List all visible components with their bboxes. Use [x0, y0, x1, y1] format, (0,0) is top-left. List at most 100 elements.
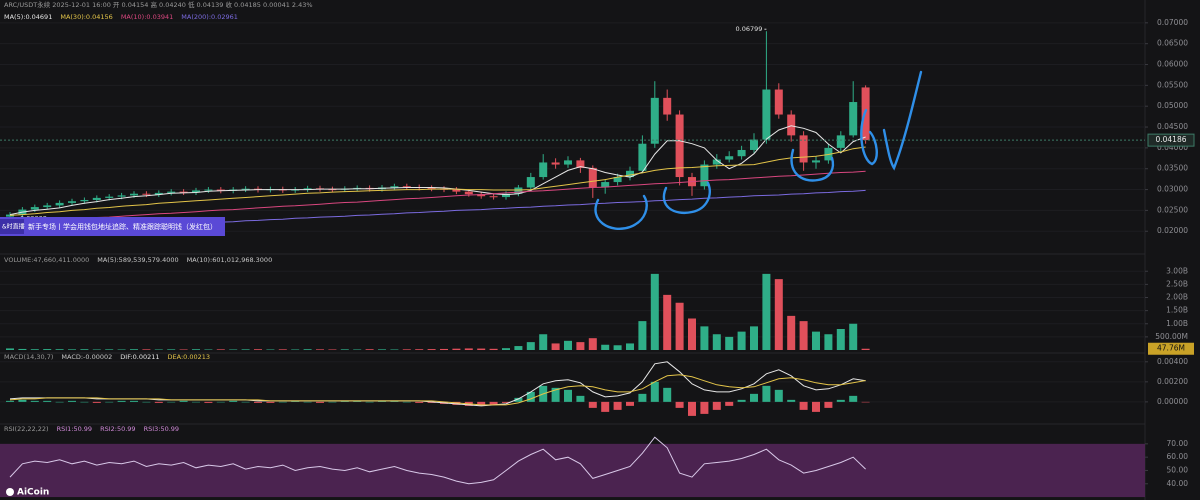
bar	[142, 349, 151, 350]
y-tick-label: 0.03000	[1157, 185, 1188, 194]
bar	[836, 399, 845, 402]
bar	[192, 349, 200, 350]
bar	[55, 401, 64, 403]
bar	[328, 401, 337, 403]
bar	[130, 349, 138, 350]
pane-title: VOLUME:47,660,411.0000	[4, 256, 89, 264]
candle-body	[216, 189, 225, 191]
bar	[799, 401, 808, 410]
bar	[502, 401, 510, 403]
bar	[30, 349, 39, 350]
banner-tag-background	[0, 219, 24, 234]
bar	[824, 401, 833, 408]
bar	[588, 401, 597, 408]
bar	[601, 401, 610, 412]
bar	[675, 302, 684, 350]
candle-body	[130, 193, 138, 196]
bar	[452, 348, 461, 350]
candle-body	[502, 193, 510, 198]
bar	[340, 349, 349, 350]
candle-body	[328, 189, 337, 191]
bar	[514, 397, 523, 402]
y-tick-label: 0.07000	[1157, 18, 1188, 27]
hand-drawn-stroke	[860, 108, 878, 166]
candle-body	[514, 187, 523, 194]
bar	[712, 334, 721, 350]
bar	[638, 393, 647, 402]
hand-drawn-circle	[662, 181, 711, 215]
candle-body	[836, 135, 845, 148]
rsi-line	[9, 436, 866, 485]
bar	[477, 348, 486, 350]
bar	[18, 399, 27, 402]
candle-body	[489, 196, 498, 198]
banner-background	[0, 217, 225, 236]
candle-body	[464, 191, 473, 195]
bar	[539, 334, 548, 350]
y-tick-label: 0.00400	[1157, 357, 1188, 366]
candle-body	[204, 189, 213, 191]
annotation-label: 0.06799	[736, 25, 763, 33]
hand-drawn-circle	[594, 194, 648, 230]
y-tick-label: 0.06000	[1157, 60, 1188, 69]
y-tick-label: 2.50B	[1166, 279, 1188, 288]
candle-body	[626, 170, 634, 178]
y-tick-label: 0.00000	[1157, 397, 1188, 406]
bar	[613, 401, 622, 410]
bar	[80, 349, 89, 350]
candle-body	[576, 160, 585, 168]
indicator-label: MACD:-0.00002	[61, 353, 112, 361]
bar	[464, 348, 473, 350]
y-tick-label: 40.00	[1167, 479, 1189, 488]
promo-banner[interactable]: &时直播 新手专场丨学会用钱包地址追踪、精准跟踪聪明钱（发红包）	[0, 217, 225, 236]
candle-body	[477, 194, 486, 197]
candle-body	[601, 182, 610, 188]
bar	[613, 345, 622, 350]
candle-body	[650, 97, 659, 144]
candle-body	[638, 143, 647, 171]
bar	[836, 329, 845, 350]
legend-label: MA(5):0.04691	[4, 13, 52, 21]
bar	[105, 401, 114, 403]
banner-text[interactable]: 新手专场丨学会用钱包地址追踪、精准跟踪聪明钱（发红包）	[28, 222, 217, 231]
bar	[154, 349, 163, 350]
indicator-label: MA(5):589,539,579.4000	[97, 256, 178, 264]
y-tick-label: 0.05500	[1157, 80, 1188, 89]
y-tick-label: 1.50B	[1166, 306, 1188, 315]
bar	[80, 401, 89, 403]
bar	[737, 399, 746, 402]
bar	[402, 401, 411, 403]
bar	[353, 349, 362, 350]
bar	[861, 348, 870, 350]
bar	[551, 343, 560, 350]
indicator-line	[9, 374, 866, 406]
bar	[526, 391, 535, 402]
bar	[216, 401, 225, 403]
y-tick-label: 1.00B	[1166, 319, 1188, 328]
legend-label: MA(10):0.03941	[121, 13, 173, 21]
candle-body	[551, 162, 560, 165]
bar	[663, 387, 672, 402]
candle-body	[787, 114, 796, 136]
bar	[278, 349, 287, 350]
bar	[564, 340, 572, 350]
bar	[105, 349, 114, 350]
bar	[179, 400, 188, 402]
pane-title: MACD(14,30,7)	[4, 353, 53, 361]
candle-body	[55, 202, 64, 206]
indicator-label: MA(10):601,012,968.3000	[187, 256, 273, 264]
bar	[241, 349, 250, 350]
candle-body	[43, 205, 52, 208]
candle-body	[452, 189, 461, 192]
bar	[514, 346, 523, 350]
candle-body	[849, 102, 858, 136]
bar	[576, 395, 585, 402]
bar	[43, 349, 52, 350]
y-tick-label: 0.03500	[1157, 164, 1188, 173]
bar	[712, 401, 721, 410]
bar	[725, 336, 734, 350]
bar	[291, 349, 300, 350]
candle-body	[750, 139, 758, 150]
y-tick-label: 0.02000	[1157, 226, 1188, 235]
bar	[142, 401, 151, 403]
